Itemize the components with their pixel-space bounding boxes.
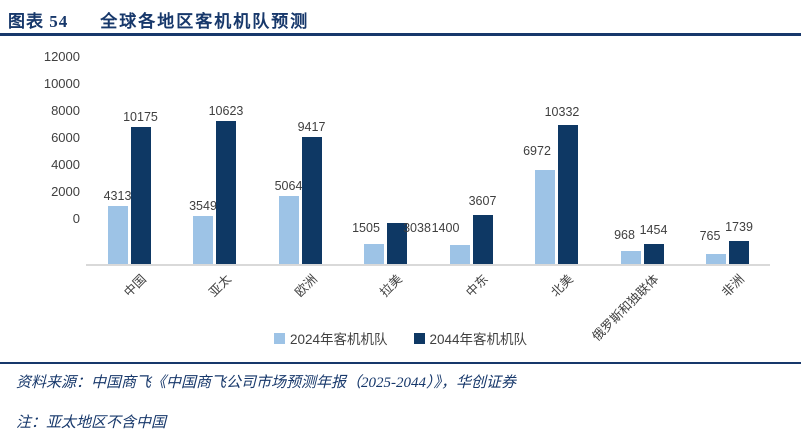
x-axis-line [86,264,770,266]
data-label: 1739 [725,219,753,234]
data-label: 1454 [639,223,668,238]
data-label: 3549 [189,199,217,214]
y-axis-tick: 8000 [51,103,80,118]
x-axis-label: 非洲 [719,272,748,300]
y-axis-tick: 0 [72,211,80,226]
legend-swatch-icon [413,332,425,344]
bar-2044年客机机队-亚太 [216,120,236,264]
x-axis-label: 中国 [121,272,149,300]
legend-label: 2044年客机机队 [429,332,528,347]
x-axis-label: 中东 [463,272,491,300]
legend-item: 2024年客机机队 [273,328,388,348]
data-label: 968 [614,227,635,242]
bar-2024年客机机队-俄罗斯和独联体 [620,250,641,264]
bar-2044年客机机队-欧洲 [301,136,322,264]
data-label: 6972 [523,143,551,158]
bar-2044年客机机队-中国 [130,126,151,264]
bar-2024年客机机队-中东 [449,245,470,264]
bar-2044年客机机队-俄罗斯和独联体 [643,244,664,264]
y-axis-tick: 6000 [51,130,80,145]
x-axis-label: 欧洲 [292,272,320,300]
data-label: 3607 [468,194,497,209]
footer-divider [0,362,801,364]
chart-legend: 2024年客机机队 2044年客机机队 [0,328,801,348]
bar-2024年客机机队-拉美 [364,243,384,264]
data-label: 765 [699,228,721,243]
bar-2024年客机机队-非洲 [706,253,726,264]
x-axis-label: 拉美 [377,272,406,300]
source-text: 资料来源：中国商飞《中国商飞公司市场预测年报（2025-2044）》，华创证券 [16,375,516,391]
data-label: 10175 [123,109,158,124]
bar-2024年客机机队-欧洲 [278,195,299,264]
bar-2044年客机机队-中东 [472,215,493,264]
data-label: 4313 [103,188,132,203]
data-label: 5064 [274,178,303,193]
y-axis-tick: 2000 [51,184,80,199]
plot-area: 4313 3549 5064 1505 1400 6972 968 765 10175 10623… [86,102,770,344]
figure-title: 图表 54 全球各地区客机机队预测 [8,7,309,32]
x-axis-label: 亚太 [206,272,235,300]
y-axis-tick: 12000 [43,49,80,64]
data-label: 1505 [352,220,380,235]
legend-swatch-icon [273,332,285,344]
fleet-forecast-chart: 4313 3549 5064 1505 1400 6972 968 765 10175 10623… [0,45,801,360]
bar-2044年客机机队-北美 [558,124,578,264]
bar-2044年客机机队-拉美 [387,223,407,264]
figure-number: 图表 54 [8,12,69,31]
data-label: 10332 [544,104,580,119]
data-label: 9417 [297,119,326,134]
title-divider [0,33,801,36]
y-axis-tick: 10000 [43,76,80,91]
y-axis-tick: 4000 [51,157,80,172]
x-axis-label: 北美 [548,272,577,300]
bar-2044年客机机队-非洲 [729,240,749,264]
legend-label: 2024年客机机队 [289,332,388,347]
note-text: 注：亚太地区不含中国 [16,415,167,431]
data-label: 10623 [208,103,244,118]
data-label: 3038 [403,220,431,235]
data-label: 1400 [431,221,460,236]
bar-2024年客机机队-中国 [107,205,128,264]
page-title: 全球各地区客机机队预测 [100,12,310,31]
bar-2024年客机机队-北美 [535,169,555,264]
bar-2024年客机机队-亚太 [193,216,213,264]
legend-item: 2044年客机机队 [413,328,528,348]
